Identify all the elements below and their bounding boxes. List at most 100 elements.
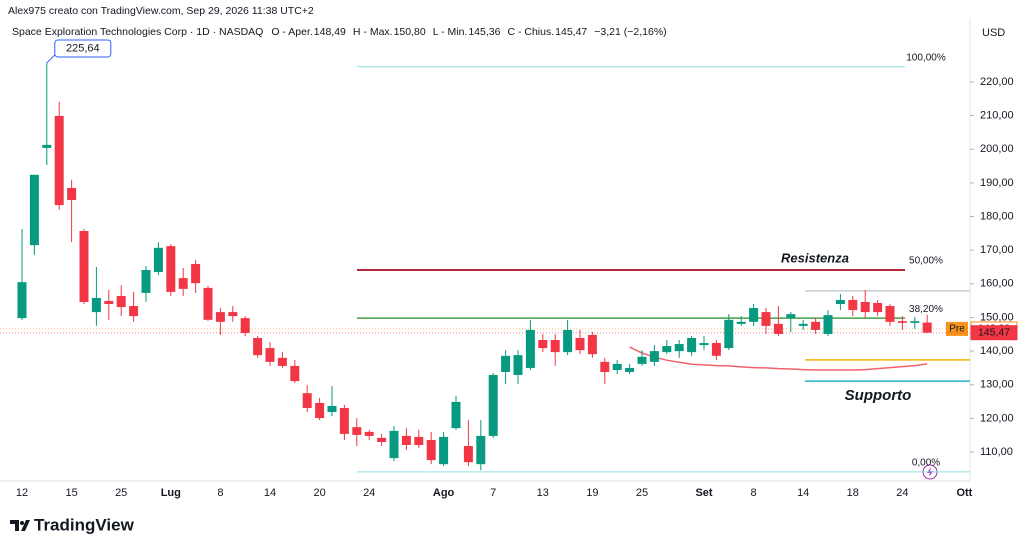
- candle-body: [873, 303, 883, 313]
- annotation: Resistenza: [781, 250, 849, 265]
- candle-body: [575, 337, 585, 351]
- candle-body: [563, 329, 573, 353]
- logo-dot: [20, 521, 24, 525]
- callout-box: [54, 39, 112, 58]
- candle-body: [587, 334, 597, 355]
- y-tick-label: 210,00: [980, 109, 1014, 121]
- candle-body: [265, 348, 275, 362]
- candle-body: [662, 346, 672, 353]
- candle-body: [761, 312, 771, 326]
- candle-body: [637, 356, 647, 364]
- candle-body: [240, 318, 250, 333]
- candle-body: [625, 367, 635, 372]
- price-box: [970, 325, 1018, 341]
- candle-body: [674, 344, 684, 352]
- x-tick-label: 24: [363, 487, 375, 499]
- x-tick-label: Set: [695, 487, 712, 499]
- y-tick-label: 120,00: [980, 412, 1014, 424]
- price-tag-label: Pre: [949, 324, 965, 335]
- candle-body: [488, 375, 498, 436]
- candle-body: [848, 299, 858, 311]
- candle-body: [749, 308, 759, 322]
- x-tick-label: Lug: [161, 487, 181, 499]
- candle-body: [612, 363, 622, 370]
- candle-body: [910, 321, 920, 323]
- candle-body: [153, 247, 163, 273]
- candle-body: [42, 144, 52, 148]
- candle-body: [811, 321, 821, 330]
- logo-icon: [10, 520, 30, 531]
- header-text: C - Chius.: [507, 26, 554, 38]
- candle-body: [414, 436, 424, 445]
- fib-label: 0,00%: [912, 458, 940, 469]
- candle-body: [17, 282, 27, 319]
- candle-body: [203, 287, 213, 320]
- x-tick-label: 14: [797, 487, 809, 499]
- y-tick-label: 190,00: [980, 177, 1014, 189]
- header-line: Space Exploration Technologies Corp · 1D…: [12, 26, 667, 38]
- candle-body: [253, 337, 263, 356]
- candle-body: [426, 439, 436, 461]
- candle-body: [513, 355, 523, 376]
- y-tick-label: 170,00: [980, 244, 1014, 256]
- header-text: O - Aper.: [271, 26, 312, 38]
- x-tick-label: 15: [65, 487, 77, 499]
- candle-body: [215, 312, 225, 322]
- candle-body: [166, 246, 176, 292]
- candle-body: [773, 323, 783, 334]
- header-text: L - Min.: [433, 26, 468, 38]
- candle-body: [302, 393, 312, 408]
- header-text: 150,80: [394, 26, 426, 38]
- header-text: 148,49: [314, 26, 346, 38]
- candle-body: [401, 435, 411, 445]
- candle-body: [600, 361, 610, 372]
- x-tick-label: 20: [313, 487, 325, 499]
- candle-body: [439, 436, 449, 465]
- y-tick-label: 140,00: [980, 345, 1014, 357]
- candle-body: [525, 329, 535, 368]
- brand: TradingView: [34, 515, 135, 534]
- candle-body: [277, 357, 287, 366]
- candle-body: [550, 340, 560, 353]
- candle-body: [786, 314, 796, 319]
- x-tick-label: 25: [115, 487, 127, 499]
- x-tick-label: Ott: [956, 487, 972, 499]
- y-tick-label: 110,00: [980, 446, 1013, 458]
- fib-label: 100,00%: [906, 52, 946, 63]
- candle-body: [67, 187, 77, 201]
- candle-body: [290, 365, 300, 382]
- candle-body: [476, 435, 486, 465]
- candle-body: [191, 263, 201, 284]
- callout-label: 225,64: [66, 42, 100, 54]
- candle-body: [315, 402, 325, 419]
- candle-body: [339, 407, 349, 434]
- candle-body: [699, 343, 709, 346]
- y-tick-label: 160,00: [980, 278, 1014, 290]
- price-label: 145,47: [978, 326, 1010, 338]
- currency: USD: [982, 27, 1005, 39]
- candle-body: [860, 301, 870, 313]
- fib-label: 38,20%: [909, 304, 943, 315]
- moving-average: [629, 346, 928, 371]
- candle-body: [823, 315, 833, 334]
- candle-body: [228, 312, 238, 317]
- credit: Alex975 creato con TradingView.com, Sep …: [8, 5, 314, 17]
- candle-body: [649, 351, 659, 362]
- header-text: H - Max.: [353, 26, 393, 38]
- candle-body: [389, 430, 399, 459]
- y-tick-label: 200,00: [980, 143, 1014, 155]
- candle-body: [724, 319, 734, 349]
- x-tick-label: 8: [751, 487, 757, 499]
- candle-body: [835, 299, 845, 305]
- y-tick-label: 220,00: [980, 76, 1014, 88]
- logo: TradingView: [10, 515, 135, 534]
- x-tick-label: 8: [217, 487, 223, 499]
- candle-body: [104, 300, 114, 305]
- candle-body: [451, 401, 461, 429]
- header-text: 145,47: [555, 26, 587, 38]
- annotation: Supporto: [845, 387, 912, 404]
- candle-body: [178, 278, 188, 289]
- candle-body: [885, 306, 895, 322]
- x-tick-label: 13: [537, 487, 549, 499]
